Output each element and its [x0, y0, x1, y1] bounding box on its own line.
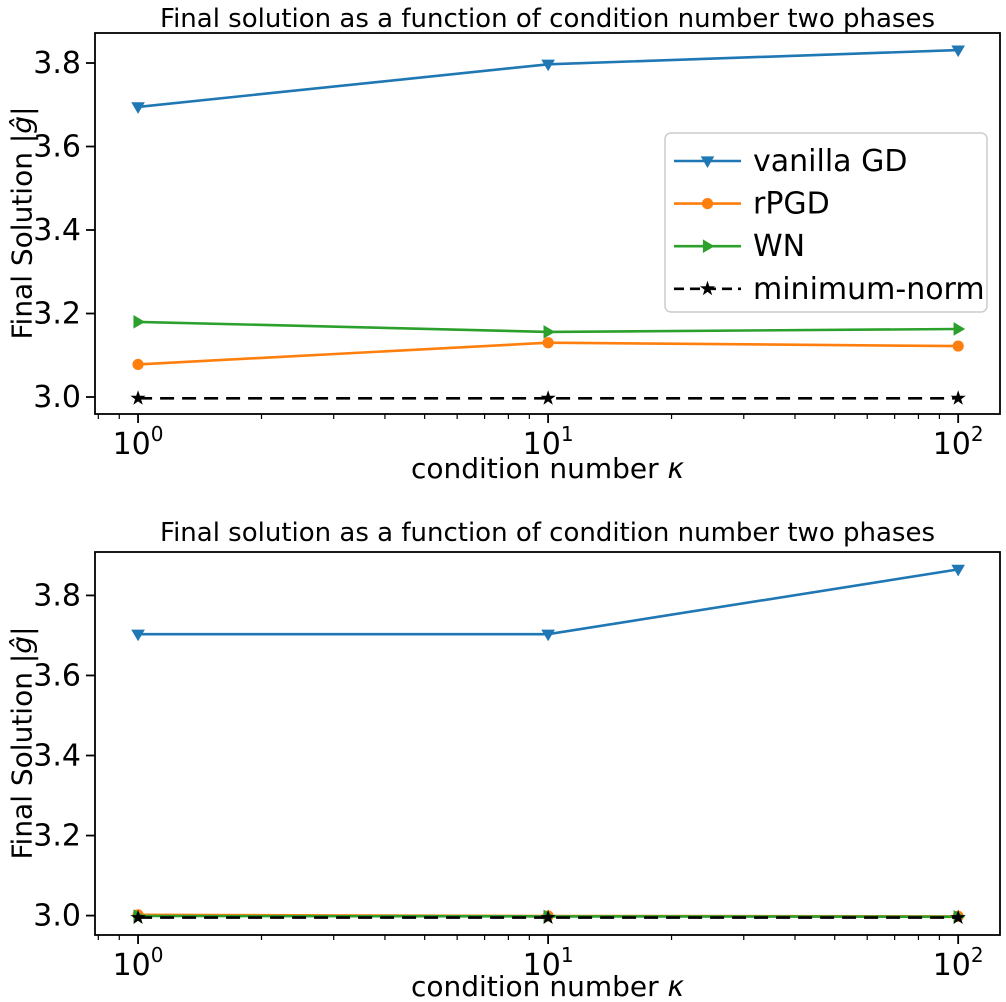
legend-item-vanilla-gd: vanilla GD: [674, 144, 907, 179]
x-axis-label-math: κ: [667, 452, 685, 485]
marker-vanilla-gd: [131, 629, 145, 642]
legend-item-rpgd: rPGD: [674, 187, 830, 222]
x-axis-label-math: κ: [667, 970, 685, 1002]
marker-minimum-norm: [540, 390, 556, 405]
y-tick-label: 3.2: [33, 297, 81, 332]
marker-vanilla-gd: [541, 629, 555, 642]
marker-minimum-norm: [130, 909, 146, 925]
marker-minimum-norm: [130, 390, 146, 405]
chart-title-bottom: Final solution as a function of conditio…: [160, 518, 935, 548]
marker-minimum-norm: [540, 909, 556, 925]
legend-label: WN: [753, 229, 805, 264]
y-tick-label: 3.8: [33, 578, 81, 613]
legend: vanilla GD rPGD WN minimum-norm: [664, 132, 988, 313]
marker-minimum-norm: [950, 909, 966, 925]
legend-label: minimum-norm: [753, 272, 985, 307]
top-chart-plot: 100 101 102 3.0 3.2 3.4 3.6 3.8 vanilla GD rPGD WN…: [33, 32, 1001, 462]
marker-vanilla-gd: [131, 102, 145, 114]
legend-label: rPGD: [753, 187, 830, 222]
marker-wn: [953, 322, 966, 336]
y-tick-label: 3.0: [33, 380, 81, 415]
legend-marker-minimum-norm: [699, 280, 716, 296]
marker-rpgd: [542, 337, 554, 349]
y-tick-label: 3.6: [33, 658, 81, 693]
y-tick-label: 3.8: [33, 46, 81, 81]
legend-marker-rpgd: [701, 198, 714, 210]
series-line-vanilla-gd: [137, 48, 959, 109]
plot-border: [94, 551, 1001, 936]
y-tick-label: 3.4: [33, 739, 81, 774]
chart-title-top: Final solution as a function of conditio…: [160, 4, 935, 34]
marker-minimum-norm: [950, 390, 966, 405]
marker-wn: [133, 315, 146, 329]
marker-vanilla-gd: [951, 564, 965, 577]
y-tick-label: 3.2: [33, 819, 81, 854]
legend-marker-wn: [702, 239, 715, 253]
legend-item-wn: WN: [674, 229, 805, 264]
x-axis-label-bottom: condition number κ: [95, 970, 1000, 1002]
marker-wn: [543, 325, 556, 339]
legend-marker-vanilla-gd: [700, 156, 715, 168]
y-tick-label: 3.6: [33, 130, 81, 165]
marker-vanilla-gd: [951, 45, 965, 58]
marker-vanilla-gd: [541, 59, 555, 72]
legend-item-minimum-norm: minimum-norm: [674, 272, 985, 307]
plot-border: [94, 32, 1001, 415]
x-tick-label: 102: [933, 943, 984, 983]
x-tick-label: 101: [523, 943, 574, 983]
y-tick-label: 3.4: [33, 213, 81, 248]
bottom-chart-plot: 100 101 102 3.0 3.2 3.4 3.6 3.8: [33, 551, 1001, 983]
x-axis-label-text: condition number: [410, 970, 668, 1002]
y-tick-label: 3.0: [33, 899, 81, 934]
marker-rpgd: [132, 358, 144, 371]
x-axis-label-text: condition number: [410, 452, 668, 485]
legend-box: [664, 132, 988, 313]
series-line-vanilla-gd: [138, 568, 959, 636]
x-tick-label: 102: [933, 422, 984, 462]
x-tick-label: 100: [113, 422, 164, 462]
x-axis-label-top: condition number κ: [95, 452, 1000, 485]
marker-rpgd: [952, 340, 964, 352]
x-tick-label: 101: [523, 422, 574, 462]
legend-label: vanilla GD: [753, 144, 907, 179]
x-tick-label: 100: [113, 943, 164, 983]
